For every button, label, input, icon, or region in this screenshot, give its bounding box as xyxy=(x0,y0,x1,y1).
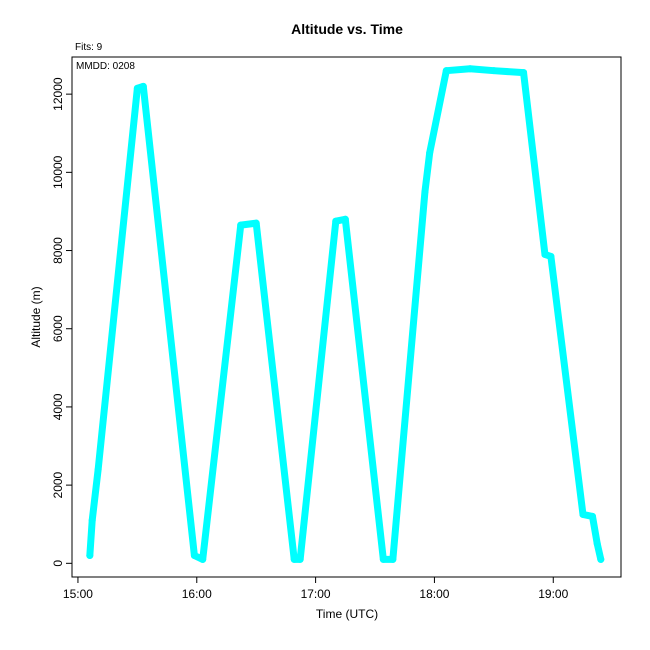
altitude-point xyxy=(597,556,604,563)
altitude-point xyxy=(199,556,206,563)
altitude-point xyxy=(490,67,497,74)
x-tick-label: 16:00 xyxy=(182,587,212,601)
y-axis-label: Altitude (m) xyxy=(29,286,43,347)
y-tick-label: 12000 xyxy=(51,77,65,111)
chart-title: Altitude vs. Time xyxy=(291,21,403,37)
plot-frame xyxy=(72,57,621,577)
y-tick-label: 10000 xyxy=(51,155,65,189)
y-tick-label: 8000 xyxy=(51,237,65,264)
x-tick-label: 19:00 xyxy=(538,587,568,601)
altitude-point xyxy=(547,253,554,260)
x-tick-label: 18:00 xyxy=(419,587,449,601)
altitude-point xyxy=(541,251,548,258)
altitude-point xyxy=(342,216,349,223)
altitude-point xyxy=(86,552,93,559)
altitude-series-line xyxy=(90,69,601,560)
y-tick-label: 0 xyxy=(51,560,65,567)
altitude-point xyxy=(95,466,102,473)
altitude-point xyxy=(389,556,396,563)
x-axis: 15:00 16:00 17:00 18:00 19:00 xyxy=(63,577,569,601)
mmdd-annotation: MMDD: 0208 xyxy=(76,61,135,72)
altitude-point xyxy=(579,511,586,518)
altitude-point xyxy=(332,218,339,225)
altitude-point xyxy=(421,188,428,195)
y-tick-label: 6000 xyxy=(51,315,65,342)
altitude-point xyxy=(589,513,596,520)
y-axis: 0 2000 4000 6000 8000 10000 12000 xyxy=(51,77,72,567)
altitude-point xyxy=(134,85,141,92)
fits-annotation: Fits: 9 xyxy=(75,42,103,53)
altitude-point xyxy=(140,83,147,90)
x-tick-label: 17:00 xyxy=(301,587,331,601)
altitude-point xyxy=(191,552,198,559)
series-layer xyxy=(86,65,604,563)
altitude-point xyxy=(520,69,527,76)
altitude-point xyxy=(594,540,601,547)
y-tick-label: 2000 xyxy=(51,471,65,498)
altitude-point xyxy=(467,65,474,72)
altitude-point xyxy=(237,222,244,229)
y-tick-label: 4000 xyxy=(51,393,65,420)
x-tick-label: 15:00 xyxy=(63,587,93,601)
x-axis-label: Time (UTC) xyxy=(316,607,378,621)
altitude-point xyxy=(443,67,450,74)
altitude-point xyxy=(426,149,433,156)
altitude-point xyxy=(253,220,260,227)
altitude-point xyxy=(297,556,304,563)
altitude-point xyxy=(380,556,387,563)
altitude-point xyxy=(89,517,96,524)
